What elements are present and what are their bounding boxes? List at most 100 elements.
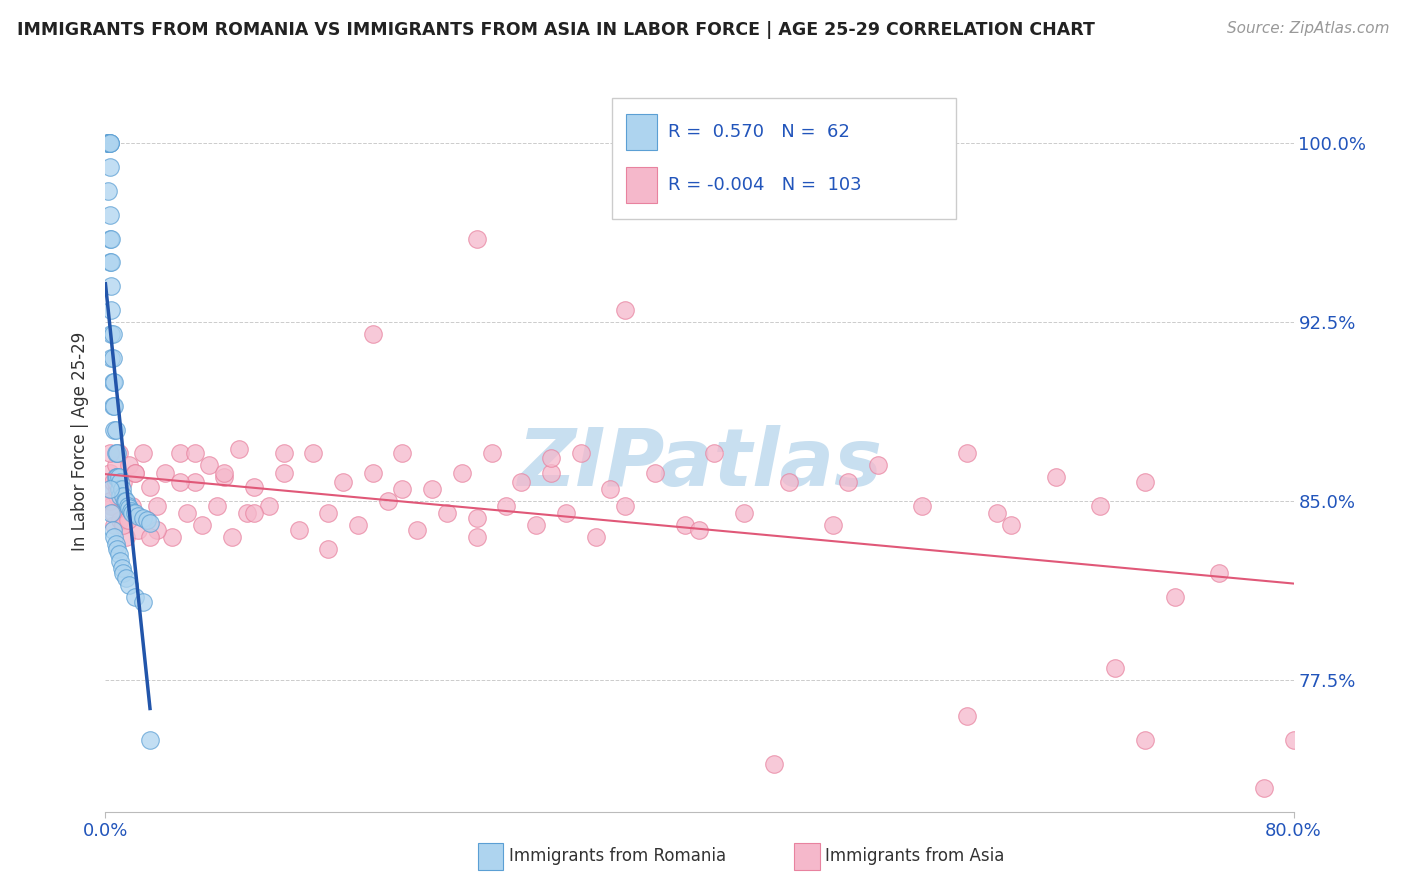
Point [103, 530, 125, 544]
Point [436, 506, 458, 520]
Point [221, 530, 243, 544]
Point [100, 506, 122, 520]
Point [243, 480, 266, 494]
Point [823, 518, 845, 533]
Y-axis label: In Labor Force | Age 25-29: In Labor Force | Age 25-29 [72, 332, 90, 551]
Point [540, 451, 562, 466]
Point [169, 475, 191, 490]
Point [1000, 518, 1022, 533]
Point [733, 506, 755, 520]
Point [121, 506, 143, 520]
Point [153, 466, 176, 480]
Point [599, 483, 621, 497]
Point [136, 513, 159, 527]
Point [100, 231, 122, 245]
Point [540, 466, 562, 480]
Point [465, 231, 488, 245]
Point [302, 446, 325, 460]
Point [131, 511, 153, 525]
Point [108, 470, 131, 484]
Point [117, 499, 139, 513]
Point [112, 566, 135, 580]
Point [115, 494, 138, 508]
Point [100, 279, 122, 293]
Point [103, 518, 125, 533]
Point [105, 490, 128, 504]
Point [118, 578, 141, 592]
Text: IMMIGRANTS FROM ROMANIA VS IMMIGRANTS FROM ASIA IN LABOR FORCE | AGE 25-29 CORRE: IMMIGRANTS FROM ROMANIA VS IMMIGRANTS FR… [17, 21, 1095, 38]
Point [105, 483, 128, 497]
Point [98, 160, 121, 174]
Point [103, 399, 125, 413]
Point [1045, 470, 1067, 484]
Point [1090, 499, 1112, 513]
Point [287, 523, 309, 537]
Point [332, 475, 354, 490]
Point [911, 499, 934, 513]
Point [198, 458, 221, 473]
Point [101, 506, 124, 520]
Point [956, 709, 979, 723]
Point [100, 327, 122, 342]
Point [214, 466, 236, 480]
Point [97, 136, 120, 150]
Point [110, 554, 132, 568]
Point [103, 423, 125, 437]
Point [689, 523, 711, 537]
Point [98, 208, 121, 222]
Point [214, 470, 236, 484]
Point [183, 475, 205, 490]
Point [101, 523, 124, 537]
Point [115, 571, 138, 585]
Point [98, 483, 121, 497]
Point [495, 499, 517, 513]
Point [104, 537, 127, 551]
Point [235, 506, 257, 520]
Point [1164, 590, 1187, 604]
Point [169, 446, 191, 460]
Point [105, 470, 128, 484]
Point [139, 530, 162, 544]
Point [110, 475, 132, 490]
Point [108, 483, 131, 497]
Point [361, 327, 384, 342]
Point [105, 541, 128, 556]
Point [98, 231, 121, 245]
Point [273, 446, 295, 460]
Point [569, 446, 592, 460]
Point [1253, 780, 1275, 795]
Point [1208, 566, 1230, 580]
Text: R =  0.570   N =  62: R = 0.570 N = 62 [668, 123, 849, 141]
Point [703, 446, 725, 460]
Point [391, 446, 413, 460]
Point [614, 499, 637, 513]
Point [644, 466, 666, 480]
Point [139, 480, 162, 494]
Point [100, 255, 122, 269]
Text: R = -0.004   N =  103: R = -0.004 N = 103 [668, 176, 862, 194]
Point [673, 518, 696, 533]
Point [101, 375, 124, 389]
Point [97, 136, 120, 150]
Point [162, 530, 184, 544]
Point [121, 499, 143, 513]
Point [104, 458, 127, 473]
Point [131, 594, 153, 608]
Point [176, 506, 198, 520]
Point [956, 446, 979, 460]
Point [762, 756, 785, 771]
Point [420, 483, 443, 497]
Point [101, 399, 124, 413]
Point [243, 506, 266, 520]
Point [108, 547, 131, 561]
Point [131, 446, 153, 460]
Point [205, 499, 228, 513]
Point [103, 375, 125, 389]
Point [1133, 733, 1156, 747]
Point [1104, 661, 1126, 675]
Point [117, 513, 139, 527]
Point [97, 184, 120, 198]
Point [115, 530, 138, 544]
Point [510, 475, 533, 490]
Point [377, 494, 399, 508]
